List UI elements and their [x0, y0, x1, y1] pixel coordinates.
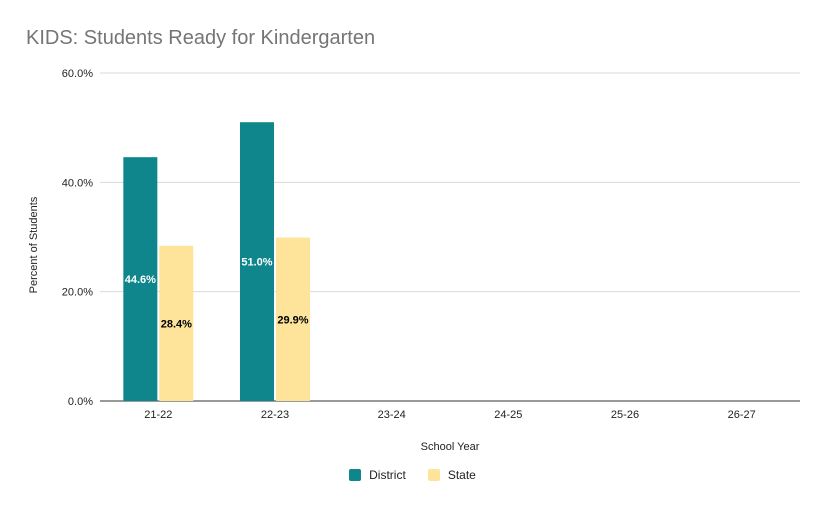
data-label: 29.9%: [277, 314, 308, 326]
data-label: 51.0%: [241, 257, 272, 269]
bar-state: [159, 245, 194, 401]
x-tick-label: 24-25: [494, 409, 522, 421]
data-label: 28.4%: [161, 318, 192, 330]
legend-item-state[interactable]: State: [427, 468, 476, 482]
x-tick-label: 26-27: [728, 409, 756, 421]
legend-swatch-state: [427, 469, 440, 481]
y-tick-label: 20.0%: [62, 287, 93, 299]
legend-label-state: State: [447, 468, 476, 482]
bar-district: [123, 157, 158, 401]
data-label: 44.6%: [125, 274, 156, 286]
x-tick-label: 22-23: [261, 409, 289, 421]
bar-state: [276, 237, 310, 401]
chart-title: KIDS: Students Ready for Kindergarten: [26, 27, 376, 49]
x-tick-label: 23-24: [378, 409, 406, 421]
legend-label-district: District: [369, 468, 406, 482]
legend-swatch-district: [349, 469, 362, 481]
bar-district: [240, 122, 274, 401]
y-tick-label: 40.0%: [62, 177, 93, 189]
x-tick-label: 25-26: [611, 409, 639, 421]
y-tick-label: 60.0%: [62, 68, 93, 80]
y-axis-title: Percent of Students: [28, 196, 40, 293]
legend-item-district[interactable]: District: [349, 468, 406, 482]
x-tick-label: 21-22: [144, 409, 172, 421]
x-axis-title: School Year: [421, 441, 480, 453]
y-tick-label: 0.0%: [68, 396, 93, 408]
legend: District State: [0, 468, 825, 482]
